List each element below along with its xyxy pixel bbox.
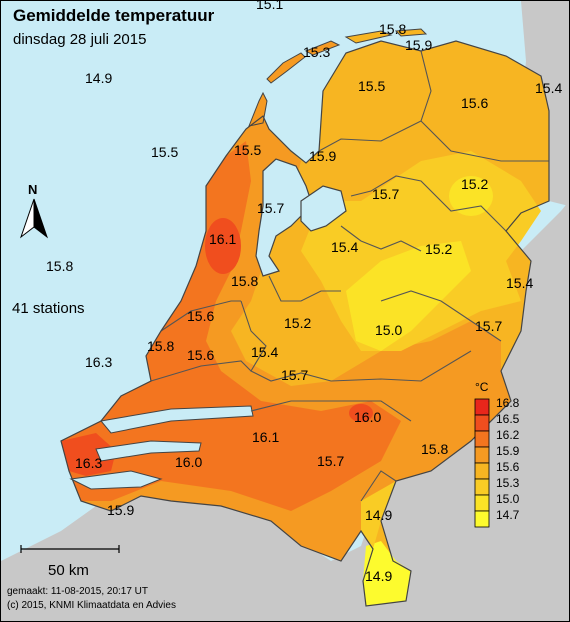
station-value: 15.8 <box>46 258 73 274</box>
legend-tick-label: 15.6 <box>496 460 520 474</box>
station-value: 15.1 <box>256 1 283 12</box>
station-value: 15.2 <box>284 315 311 331</box>
legend-swatch <box>474 510 490 528</box>
station-value: 15.9 <box>309 148 336 164</box>
wadden-island <box>394 28 428 37</box>
legend-ticks: 16.8 16.5 16.2 15.9 15.6 15.3 15.0 14.7 <box>496 396 520 522</box>
station-value: 15.5 <box>358 78 385 94</box>
estuary <box>95 440 202 462</box>
station-value: 15.8 <box>421 441 448 457</box>
zone-16-2 <box>61 433 116 476</box>
netherlands-outline <box>60 40 550 607</box>
legend-tick-label: 16.2 <box>496 428 520 442</box>
station-value: 16.3 <box>85 354 112 370</box>
station-value: 15.9 <box>405 37 432 53</box>
legend-tick-label: 15.9 <box>496 444 520 458</box>
station-value: 15.6 <box>461 95 488 111</box>
ijsselmeer <box>255 158 312 277</box>
station-value: 15.5 <box>151 144 178 160</box>
station-value: 16.0 <box>354 409 381 425</box>
estuary <box>69 470 163 490</box>
legend-swatch <box>474 414 490 432</box>
station-value: 14.9 <box>85 70 112 86</box>
scale-label: 50 km <box>48 562 89 579</box>
legend-colorbar <box>474 398 490 528</box>
north-arrow-icon <box>19 198 49 239</box>
zone-16-2 <box>205 218 241 274</box>
station-value: 16.0 <box>175 454 202 470</box>
station-value: 15.7 <box>257 200 284 216</box>
scale-bar <box>20 545 120 553</box>
legend-swatch <box>474 478 490 496</box>
station-value: 15.9 <box>107 502 134 518</box>
station-value: 14.9 <box>365 568 392 584</box>
station-value: 15.7 <box>372 186 399 202</box>
markermeer <box>300 185 347 232</box>
station-value: 16.3 <box>75 455 102 471</box>
estuary <box>100 405 254 434</box>
station-value: 15.6 <box>187 347 214 363</box>
zone-15-3 <box>361 481 396 549</box>
zone-15-0 <box>449 176 493 216</box>
station-value: 15.2 <box>425 241 452 257</box>
wadden-island <box>344 30 393 44</box>
legend-swatch <box>474 494 490 512</box>
station-value: 15.8 <box>379 21 406 37</box>
zone-15-0 <box>346 241 471 351</box>
station-value: 15.4 <box>331 239 358 255</box>
legend-tick-label: 15.0 <box>496 492 520 506</box>
station-values: 15.1 15.8 15.9 15.3 14.9 15.5 15.4 15.6 … <box>46 1 562 584</box>
north-label: N <box>28 182 37 197</box>
neighbour-land <box>1 201 569 621</box>
legend-swatch <box>474 430 490 448</box>
wadden-island <box>248 91 268 127</box>
wadden-island <box>304 40 341 56</box>
legend-tick-label: 14.7 <box>496 508 520 522</box>
zone-15-0 <box>363 541 411 606</box>
map-title: Gemiddelde temperatuur <box>13 6 215 25</box>
province-borders <box>150 50 549 502</box>
map-subtitle: dinsdag 28 juli 2015 <box>13 31 147 48</box>
station-count: 41 stations <box>12 300 85 317</box>
station-value: 15.3 <box>303 44 330 60</box>
legend-tick-label: 16.5 <box>496 412 520 426</box>
footer-copyright: (c) 2015, KNMI Klimaatdata en Advies <box>7 600 176 611</box>
station-value: 15.8 <box>231 273 258 289</box>
legend-swatch <box>474 446 490 464</box>
station-value: 14.9 <box>365 507 392 523</box>
footer-made: gemaakt: 11-08-2015, 20:17 UT <box>7 586 149 597</box>
station-value: 15.6 <box>187 308 214 324</box>
legend: °C 16.8 16.5 16.2 15.9 15.6 15.3 15.0 14.7 <box>474 380 520 528</box>
station-value: 15.8 <box>147 338 174 354</box>
legend-swatch <box>474 462 490 480</box>
station-value: 15.4 <box>506 275 533 291</box>
wadden-island <box>266 52 306 84</box>
zone-16-2 <box>349 404 373 422</box>
station-value: 15.7 <box>317 453 344 469</box>
legend-swatch <box>474 398 490 416</box>
station-value: 16.1 <box>252 429 279 445</box>
legend-tick-label: 15.3 <box>496 476 520 490</box>
station-value: 15.4 <box>251 344 278 360</box>
station-value: 15.5 <box>234 142 261 158</box>
station-value: 15.7 <box>475 318 502 334</box>
legend-unit: °C <box>475 380 489 394</box>
station-value: 15.2 <box>461 176 488 192</box>
station-value: 15.7 <box>281 367 308 383</box>
legend-tick-label: 16.8 <box>496 396 520 410</box>
station-value: 15.0 <box>375 322 402 338</box>
station-value: 15.4 <box>535 80 562 96</box>
station-value: 16.1 <box>209 231 236 247</box>
